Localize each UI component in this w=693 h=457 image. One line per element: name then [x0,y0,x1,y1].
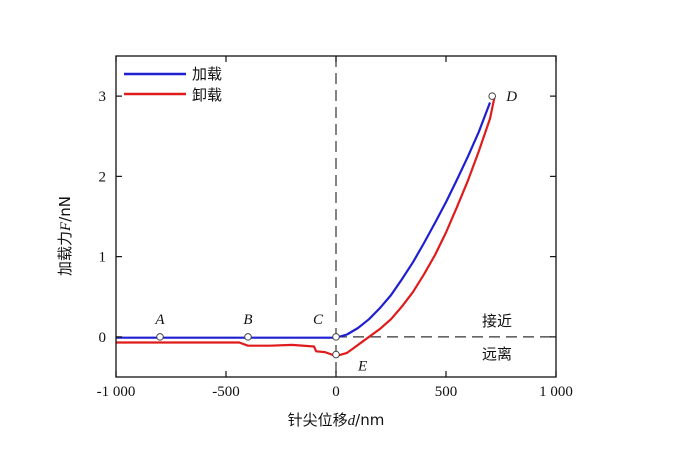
x-tick-label: 1 000 [539,384,573,400]
region-label-retract: 远离 [482,345,512,363]
reference-lines [335,56,556,377]
series-line-loading [116,102,492,339]
series-line-unloading [116,97,496,358]
point-marker-a [156,333,164,341]
region-label-approach: 接近 [482,312,512,330]
point-label-d: D [505,89,517,105]
y-axis-title: 加载力F/nN [56,196,74,276]
x-tick-label: 500 [435,384,458,400]
y-axis-title-text: 加载力 [56,231,74,276]
x-tick-label: -500 [212,384,240,400]
point-label-e: E [357,359,367,375]
legend-label-loading: 加载 [192,65,222,83]
point-marker-e [332,350,340,359]
x-axis-title-text: 针尖位移 [288,411,348,429]
legend: 加载 卸载 [124,65,222,104]
point-label-a: A [154,312,165,328]
point-marker-c [332,333,340,341]
x-tick-label: 0 [332,384,340,400]
point-label-b: B [243,312,252,328]
y-tick-label: 3 [99,89,107,105]
point-label-c: C [313,312,324,328]
series-lines [116,97,496,358]
x-axis-title-unit: /nm [355,411,384,429]
y-tick-label: 2 [99,169,107,185]
x-axis-title-variable: d [348,413,356,429]
point-marker-d [488,92,497,100]
y-tick-label: 1 [99,250,107,266]
legend-label-unloading: 卸载 [192,86,222,104]
marked-points: A B C D E [154,89,517,374]
y-tick-label: 0 [99,330,107,346]
x-axis-title: 针尖位移d/nm [288,411,385,429]
y-axis-title-unit: /nN [56,196,74,222]
point-marker-b [244,333,252,341]
y-axis-title-variable: F [58,221,74,232]
x-tick-label: -1 000 [97,384,136,400]
axis-ticks: -1 000 -500 0 500 1 000 0 1 2 3 [97,56,573,400]
